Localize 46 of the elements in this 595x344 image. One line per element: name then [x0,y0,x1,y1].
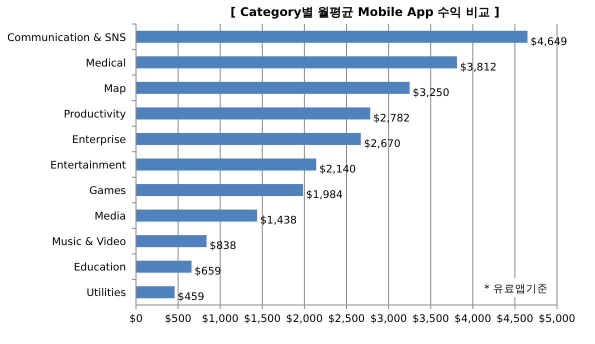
y-tick-label: Games [89,185,126,198]
y-tick-label: Media [94,210,126,223]
x-tick-label: $2,000 [286,313,323,325]
x-tick-label: $3,000 [370,313,407,325]
bar [136,82,410,94]
data-label: $4,649 [530,36,568,48]
y-tick-label: Medical [86,57,126,70]
y-tick-label: Education [74,262,126,274]
x-tick-label: $2,500 [328,313,365,325]
data-label: $838 [210,240,236,252]
bar [136,210,258,222]
x-tick-label: $5,000 [538,313,576,325]
data-label: $3,812 [460,61,497,74]
chart-title: [ Category별 월평균 Mobile App 수익 비교 ] [230,5,500,19]
data-label: $3,250 [412,86,450,99]
data-label: $1,984 [306,189,344,202]
y-tick-label: Music & Video [52,236,126,248]
y-tick-label: Utilities [86,287,126,300]
data-label: $2,782 [373,112,410,124]
bar [136,286,175,298]
bar [136,56,457,68]
data-label: $659 [194,266,222,278]
bar [136,235,207,248]
bar [136,184,304,196]
y-tick-label: Communication & SNS [7,32,126,44]
bar [136,158,316,171]
data-label: $459 [178,291,204,304]
data-label: $2,670 [364,138,401,150]
x-tick-label: $1,500 [244,313,281,325]
bar [136,107,370,120]
x-tick-label: $0 [129,313,143,325]
data-label: $1,438 [260,214,297,227]
x-tick-label: $4,500 [496,313,534,325]
y-tick-label: Map [104,82,126,95]
x-tick-label: $1,000 [202,313,239,325]
y-tick-label: Entertainment [50,160,126,172]
bar [136,260,192,273]
y-tick-label: Enterprise [72,134,126,146]
x-tick-label: $500 [164,313,192,325]
x-tick-label: $4,000 [454,313,492,325]
bar [136,132,361,145]
annotation: * 유료앱기준 [484,283,548,295]
x-tick-label: $3,500 [412,313,450,325]
data-label: $2,140 [319,164,356,176]
y-tick-label: Productivity [64,108,126,120]
bar [136,30,528,43]
